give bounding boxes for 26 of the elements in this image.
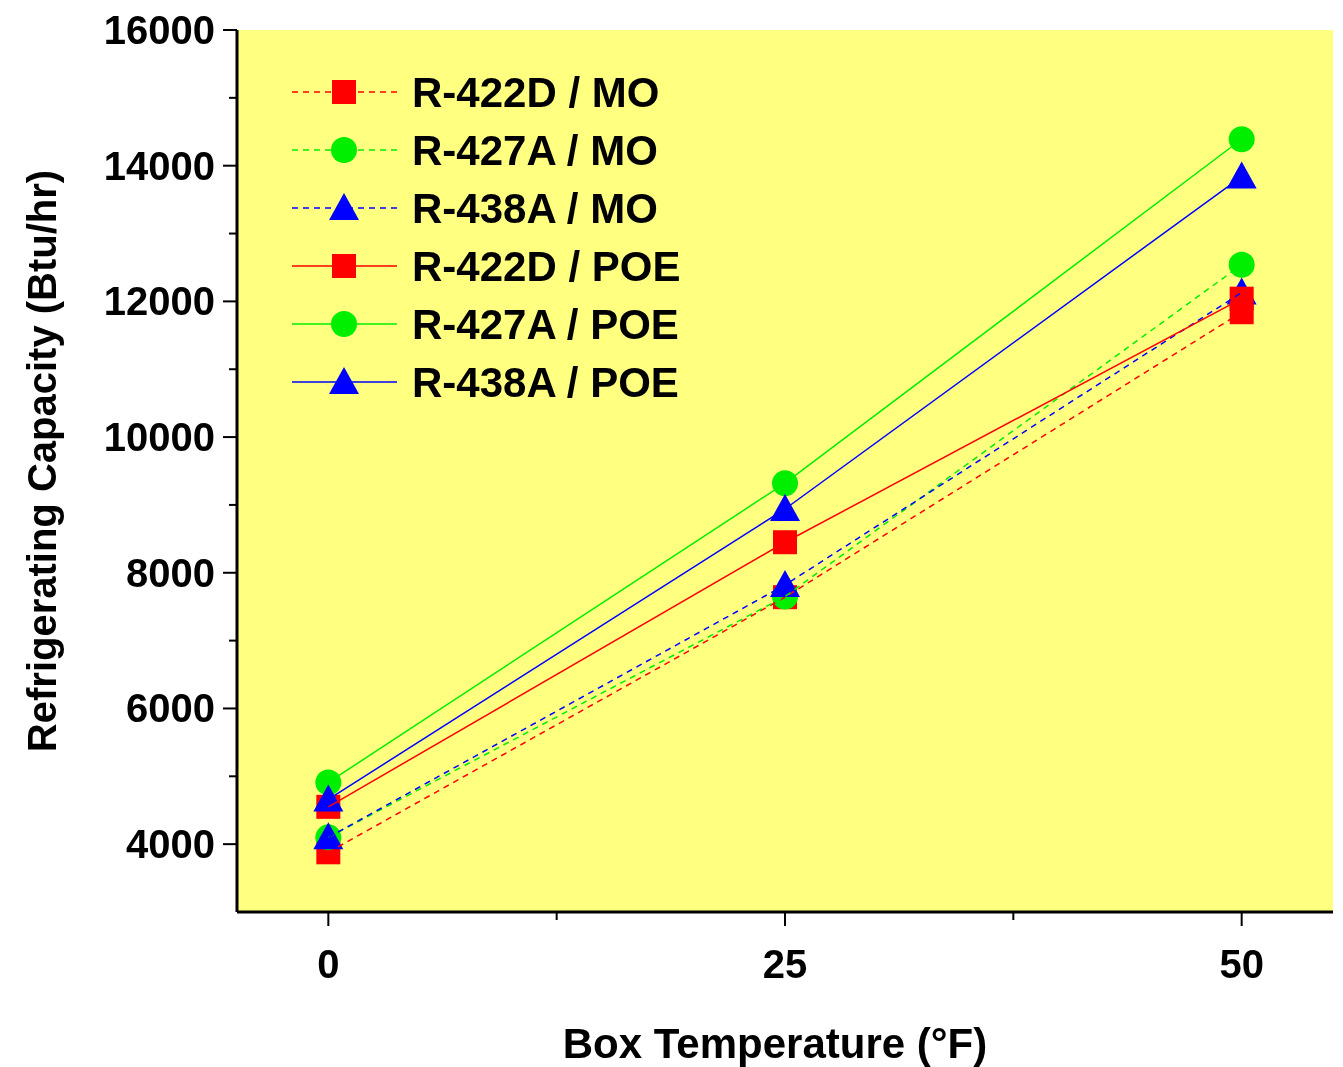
legend-label: R-438A / MO (412, 184, 658, 232)
y-tick-label: 12000 (103, 279, 215, 324)
point (1228, 251, 1255, 278)
point (1228, 126, 1255, 153)
point (773, 530, 797, 555)
legend-label: R-422D / POE (412, 242, 681, 290)
y-tick-label: 4000 (126, 822, 215, 867)
y-tick-label: 14000 (103, 143, 215, 188)
point (770, 493, 800, 521)
legend-label: R-427A / POE (412, 300, 679, 348)
x-tick-label: 0 (317, 942, 340, 986)
legend-label: R-427A / MO (412, 126, 658, 174)
legend-label: R-422D / MO (412, 68, 660, 116)
x-tick-label: 25 (762, 942, 808, 986)
point (770, 569, 800, 597)
y-tick-label: 6000 (126, 686, 215, 731)
point (772, 470, 798, 497)
y-tick-label: 10000 (103, 415, 215, 460)
x-axis-title: Box Temperature (°F) (562, 1020, 988, 1067)
x-tick-label: 50 (1219, 942, 1264, 986)
y-tick-label: 16000 (103, 8, 215, 52)
point (1226, 161, 1257, 189)
y-tick-label: 8000 (126, 550, 215, 595)
y-axis-title: Refrigerating Capacity (Btu/hr) (20, 169, 64, 753)
legend-label: R-438A / POE (412, 358, 679, 406)
point (313, 784, 344, 812)
